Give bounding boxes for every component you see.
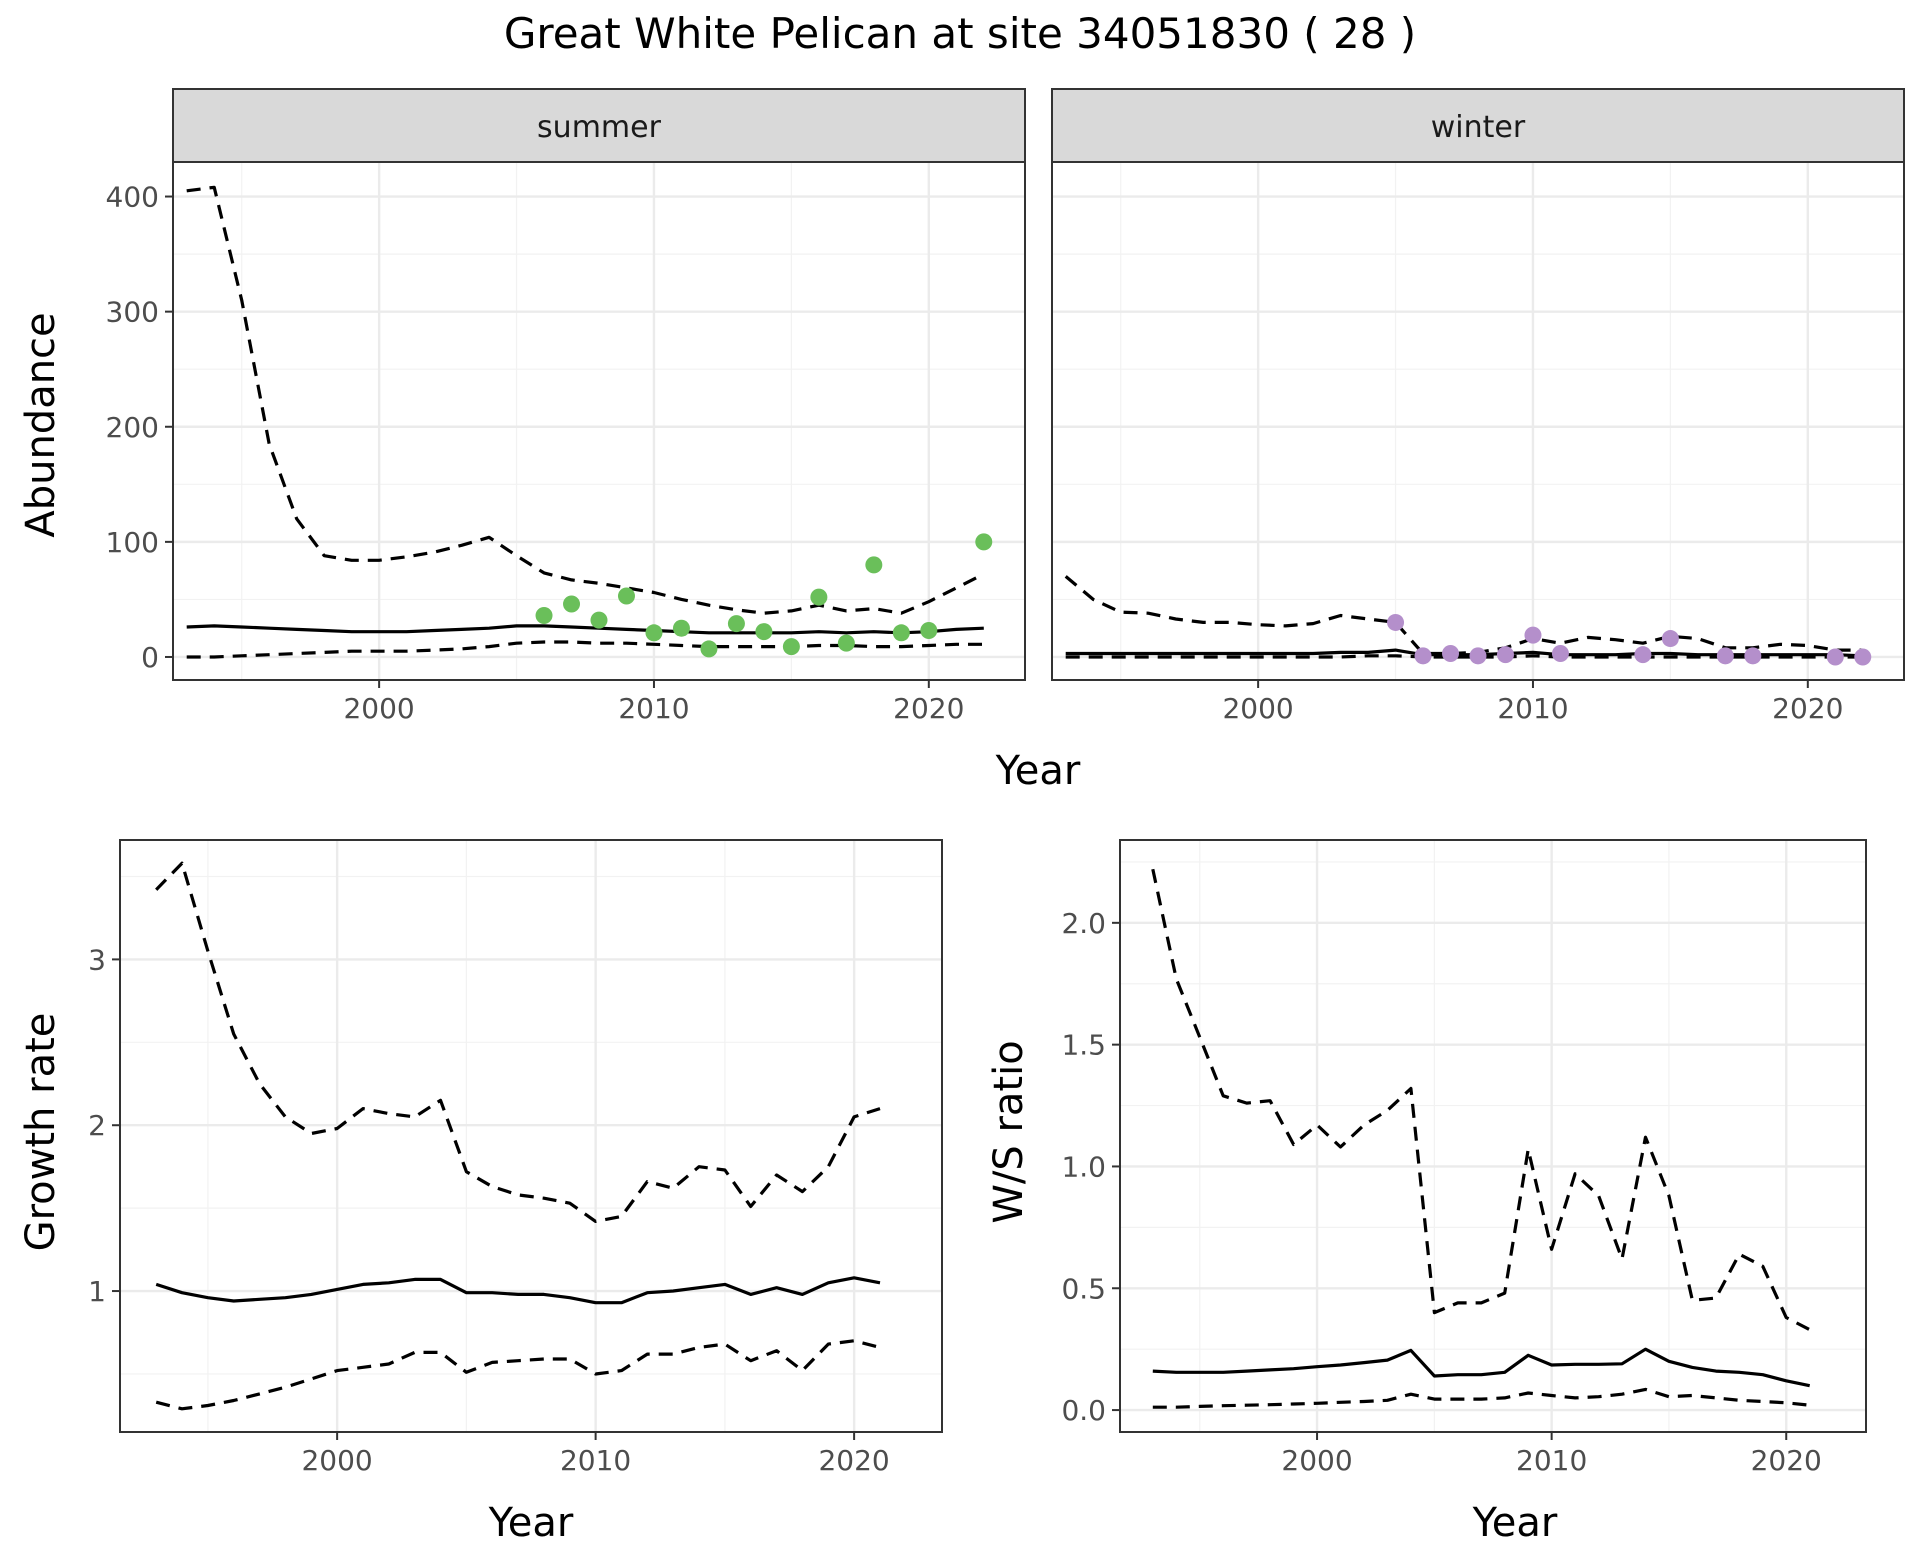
ratio-upper-ci-line — [1151, 868, 1811, 1332]
summer-observed-point — [727, 615, 745, 633]
winter-observed-point — [1442, 645, 1460, 663]
ratio-x-tick-label: 2020 — [1751, 1444, 1822, 1477]
summer-x-tick-label: 2000 — [343, 692, 414, 725]
ratio-y-tick-label: 1.5 — [1061, 1029, 1106, 1062]
summer-background — [173, 162, 1025, 680]
summer-observed-point — [892, 624, 910, 642]
winter-observed-point — [1634, 646, 1652, 664]
winter-observed-point — [1387, 613, 1405, 631]
strip-winter — [1051, 88, 1905, 163]
ratio-x-axis-title: Year — [1472, 1500, 1558, 1546]
summer-observed-point — [837, 634, 855, 652]
ratio-y-tick-label: 2.0 — [1061, 907, 1106, 940]
ratio-y-tick-label: 0.0 — [1061, 1394, 1106, 1427]
figure-title: Great White Pelican at site 34051830 ( 2… — [504, 9, 1416, 58]
ratio-estimate-line — [1152, 1347, 1811, 1388]
growth-y-tick-label: 1 — [88, 1275, 106, 1308]
ratio-y-axis-title: W/S ratio — [986, 1040, 1032, 1223]
summer-x-tick-label: 2020 — [893, 692, 964, 725]
winter-x-tick-label: 2020 — [1772, 692, 1843, 725]
ratio-y-tick-label: 1.0 — [1061, 1150, 1106, 1183]
summer-y-tick-label: 100 — [106, 526, 159, 559]
growth-lower-ci-line — [155, 1339, 881, 1411]
strip-label-summer: summer — [537, 110, 662, 145]
summer-estimate-line — [186, 624, 984, 635]
winter-observed-point — [1716, 647, 1734, 665]
winter-x-tick-label: 2000 — [1222, 692, 1293, 725]
ratio-y-tick-label: 0.5 — [1061, 1272, 1106, 1305]
ws-ratio-panel: 2000 2010 2020 0.0 0.5 1.0 1.5 2.0 — [1061, 839, 1867, 1477]
abundance-winter-panel: 2000 2010 2020 — [1051, 161, 1905, 725]
winter-observed-point — [1661, 630, 1679, 648]
abundance-y-axis-title: Abundance — [18, 312, 64, 537]
winter-observed-point — [1826, 648, 1844, 666]
summer-y-tick-label: 300 — [106, 296, 159, 329]
summer-observed-point — [810, 588, 828, 606]
growth-background — [120, 840, 942, 1432]
summer-observed-point — [672, 619, 690, 637]
winter-upper-ci-line — [1064, 575, 1863, 656]
summer-observed-point — [865, 556, 883, 574]
ratio-lower-ci-line — [1152, 1387, 1810, 1409]
summer-observed-point — [782, 638, 800, 656]
winter-observed-point — [1414, 647, 1432, 665]
summer-x-tick-label: 2010 — [618, 692, 689, 725]
winter-background — [1052, 162, 1904, 680]
ratio-x-tick-label: 2010 — [1516, 1444, 1587, 1477]
summer-upper-ci-line — [186, 185, 985, 615]
winter-observed-point — [1744, 647, 1762, 665]
growth-x-tick-label: 2000 — [301, 1444, 372, 1477]
summer-y-tick-label: 0 — [141, 641, 159, 674]
growth-border — [119, 839, 943, 1433]
growth-x-axis-title: Year — [488, 1500, 574, 1546]
growth-y-tick-label: 3 — [88, 943, 106, 976]
summer-lower-ci-line — [186, 640, 984, 659]
summer-observed-point — [975, 533, 993, 551]
summer-observed-point — [590, 611, 608, 629]
winter-observed-point — [1469, 647, 1487, 665]
ratio-border — [1119, 839, 1867, 1433]
abundance-x-axis-title: Year — [995, 748, 1081, 794]
summer-observed-point — [535, 607, 553, 625]
growth-x-tick-label: 2020 — [818, 1444, 889, 1477]
ratio-background — [1120, 840, 1866, 1432]
summer-observed-point — [645, 624, 663, 642]
winter-observed-point — [1496, 646, 1514, 664]
summer-y-tick-label: 200 — [106, 411, 159, 444]
growth-y-axis-title: Growth rate — [18, 1013, 64, 1252]
summer-observed-point — [563, 595, 581, 613]
strip-label-winter: winter — [1431, 110, 1526, 145]
summer-observed-point — [617, 587, 635, 605]
summer-observed-point — [700, 640, 718, 658]
winter-observed-point — [1551, 645, 1569, 663]
winter-observed-point — [1854, 648, 1872, 666]
summer-observed-point — [755, 623, 773, 641]
summer-observed-point — [920, 622, 938, 640]
summer-y-tick-label: 400 — [106, 181, 159, 214]
growth-x-tick-label: 2010 — [560, 1444, 631, 1477]
winter-observed-point — [1524, 626, 1542, 644]
strip-summer — [172, 88, 1026, 163]
winter-x-tick-label: 2010 — [1497, 692, 1568, 725]
winter-lower-ci-line — [1065, 654, 1863, 659]
abundance-summer-panel: 2000 2010 2020 0 100 200 300 400 — [106, 161, 1026, 725]
ratio-x-tick-label: 2000 — [1281, 1444, 1352, 1477]
growth-y-tick-label: 2 — [88, 1109, 106, 1142]
growth-estimate-line — [155, 1276, 881, 1305]
growth-rate-panel: 2000 2010 2020 1 2 3 — [88, 839, 943, 1477]
growth-upper-ci-line — [155, 861, 881, 1223]
